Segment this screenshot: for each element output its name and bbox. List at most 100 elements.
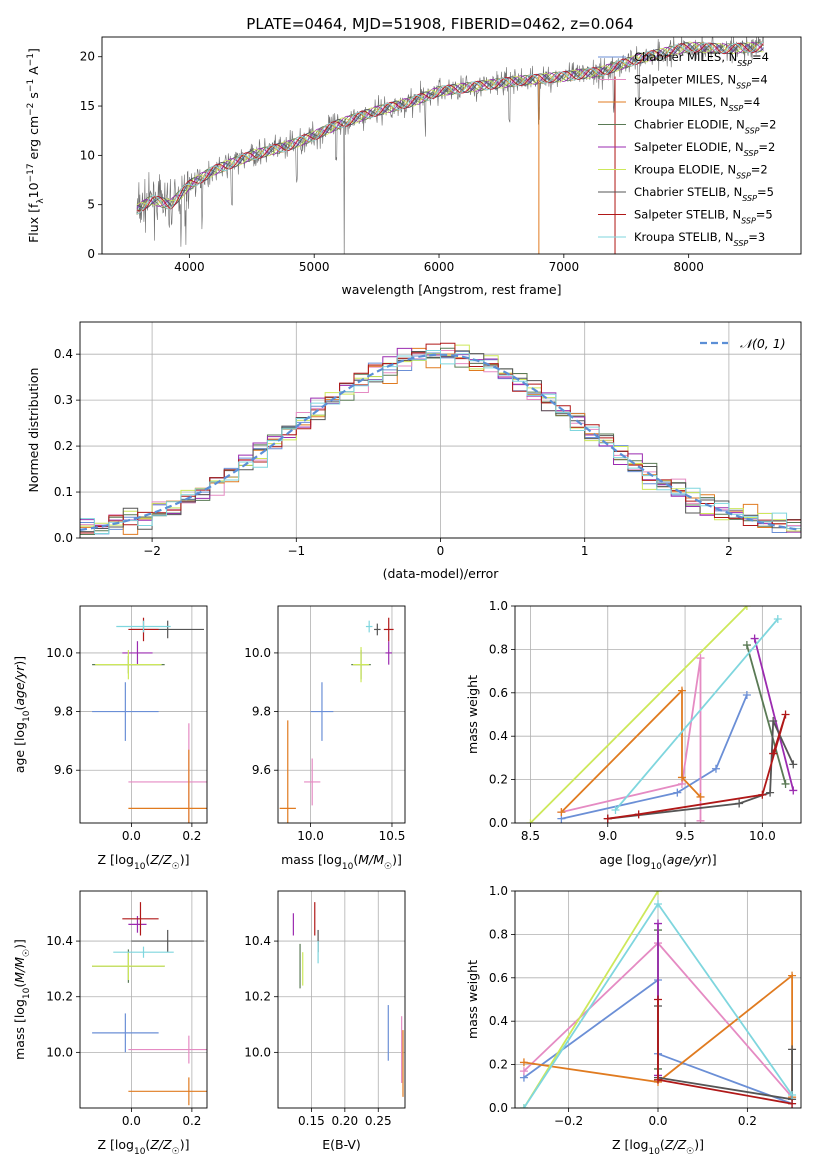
weight-point-marker	[789, 760, 798, 769]
x-axis-label: Z [log10(Z/Z☉)]	[98, 852, 190, 872]
weight-point-marker	[781, 779, 790, 788]
weight-point-marker	[519, 1104, 528, 1108]
x-tick-label: −2	[143, 544, 161, 558]
weight-series-line	[560, 688, 702, 813]
y-tick-label: 0.8	[489, 927, 508, 941]
weight-point-marker	[673, 788, 682, 797]
x-tick-label: 5000	[299, 260, 330, 274]
x-tick-label: 0.2	[182, 829, 201, 843]
legend-entry: Salpeter STELIB, NSSP=5	[634, 208, 773, 226]
weight-point-marker	[769, 749, 778, 758]
weight-point-marker	[654, 995, 662, 1004]
legend-entry: Kroupa ELODIE, NSSP=2	[634, 163, 768, 181]
legend-entry: Chabrier ELODIE, NSSP=2	[634, 118, 776, 136]
legend-entry: Kroupa STELIB, NSSP=3	[634, 230, 765, 248]
y-tick-label: 0.2	[54, 439, 73, 453]
weight-point-marker	[696, 654, 705, 663]
weight-series-line	[614, 618, 779, 811]
y-tick-label: 0.3	[54, 393, 73, 407]
axes-frame	[101, 36, 802, 255]
y-tick-label: 9.8	[54, 705, 73, 719]
weight-series-line	[523, 891, 659, 1108]
legend-entry: Salpeter ELODIE, NSSP=2	[634, 140, 775, 158]
weight-point-marker	[773, 615, 782, 624]
weight-point-marker	[611, 805, 620, 814]
errorbar-point	[383, 617, 394, 642]
panel-spectrum: 4000 5000 6000 7000 8000 0 5 10 15 20 wavelength […	[26, 36, 802, 297]
y-tick-label: 10.4	[244, 934, 271, 948]
axes-frame	[277, 890, 406, 1109]
y-tick-label: 0.1	[54, 485, 73, 499]
x-tick-label: −1	[287, 544, 305, 558]
errorbar-point	[92, 1013, 159, 1053]
axes-frame	[79, 890, 208, 1109]
weight-point-marker	[696, 816, 705, 823]
y-axis-label: mass weight	[465, 675, 480, 754]
y-axis-label: mass weight	[465, 960, 480, 1039]
weight-point-marker	[696, 792, 705, 801]
x-tick-label: 1	[581, 544, 589, 558]
legend-entry: Chabrier MILES, NSSP=4	[634, 50, 769, 68]
weight-series-line	[523, 973, 793, 1098]
weight-point-marker	[742, 690, 751, 699]
axes-frame	[514, 605, 802, 824]
errorbar-point	[365, 620, 373, 633]
model-spectrum	[136, 42, 764, 212]
weight-point-marker	[519, 1058, 528, 1067]
x-axis-label: (data-model)/error	[383, 566, 500, 581]
weight-point-marker	[677, 686, 686, 695]
panel-mass_vs_ebv: 0.15 0.20 0.25 10.0 10.2 10.4 E(B-V)	[244, 890, 406, 1152]
y-tick-label: 15	[80, 99, 95, 113]
normal-reference-curve	[79, 353, 802, 531]
residual-histogram	[80, 350, 801, 534]
y-tick-label: 1.0	[489, 884, 508, 898]
errorbar-point	[122, 641, 153, 665]
weight-point-marker	[781, 710, 790, 719]
y-tick-label: 9.8	[252, 705, 271, 719]
x-axis-label: wavelength [Angstrom, rest frame]	[341, 282, 561, 297]
y-tick-label: 10.2	[244, 990, 271, 1004]
errorbar-point	[128, 1035, 207, 1064]
y-tick-label: 0.4	[489, 1014, 508, 1028]
weight-point-marker	[750, 634, 759, 643]
errorbar-point	[128, 1077, 207, 1106]
errorbar-point	[122, 902, 159, 936]
x-tick-label: 0.15	[298, 1114, 325, 1128]
x-axis-label: Z [log10(Z/Z☉)]	[98, 1137, 190, 1157]
weight-point-marker	[557, 808, 566, 817]
errorbar-point	[310, 682, 334, 741]
x-tick-label: 0.0	[648, 1114, 667, 1128]
model-spectrum	[136, 41, 764, 206]
weight-point-marker	[788, 1099, 797, 1108]
y-tick-label: 10.4	[46, 934, 73, 948]
spectrum-legend: Chabrier MILES, NSSP=4 Salpeter MILES, NS…	[598, 50, 776, 248]
x-tick-label: 0	[437, 544, 445, 558]
y-axis-label: Flux [fλ10−17 erg cm−2 s−1 A−1]	[26, 48, 46, 243]
weight-series-line	[529, 606, 748, 823]
y-axis-label: Normed distribution	[26, 368, 41, 493]
y-tick-label: 0.6	[489, 686, 508, 700]
y-tick-label: 0.0	[54, 531, 73, 545]
weight-point-marker	[654, 900, 662, 909]
weight-series-line	[753, 638, 795, 791]
weight-point-marker	[654, 1075, 662, 1084]
y-tick-label: 9.6	[252, 763, 271, 777]
y-tick-label: 10.0	[244, 646, 271, 660]
axes-frame	[514, 890, 802, 1109]
x-tick-label: 7000	[549, 260, 580, 274]
weight-point-marker	[788, 1045, 797, 1054]
y-tick-label: 0.6	[489, 971, 508, 985]
weight-point-marker	[526, 819, 535, 823]
errorbar-point	[113, 946, 174, 958]
y-tick-label: 10.0	[46, 646, 73, 660]
x-tick-label: 0.2	[182, 1114, 201, 1128]
errorbar-point	[374, 623, 381, 636]
legend-entry: 𝒩(0, 1)	[740, 336, 786, 351]
axes-frame	[79, 321, 802, 539]
weight-point-marker	[742, 641, 751, 650]
panel-mass_vs_Z: 0.0 0.2 10.0 10.2 10.4 Z [log10(Z/Z☉)] mass [l…	[12, 890, 208, 1157]
weight-point-marker	[519, 1067, 528, 1076]
panel-weight_vs_Z: −0.2 0.0 0.2 0.0 0.2 0.4 0.6 0.8 1.0 Z [log10(Z/Z…	[465, 884, 802, 1157]
errorbar-point	[128, 749, 207, 823]
y-tick-label: 5	[87, 198, 95, 212]
